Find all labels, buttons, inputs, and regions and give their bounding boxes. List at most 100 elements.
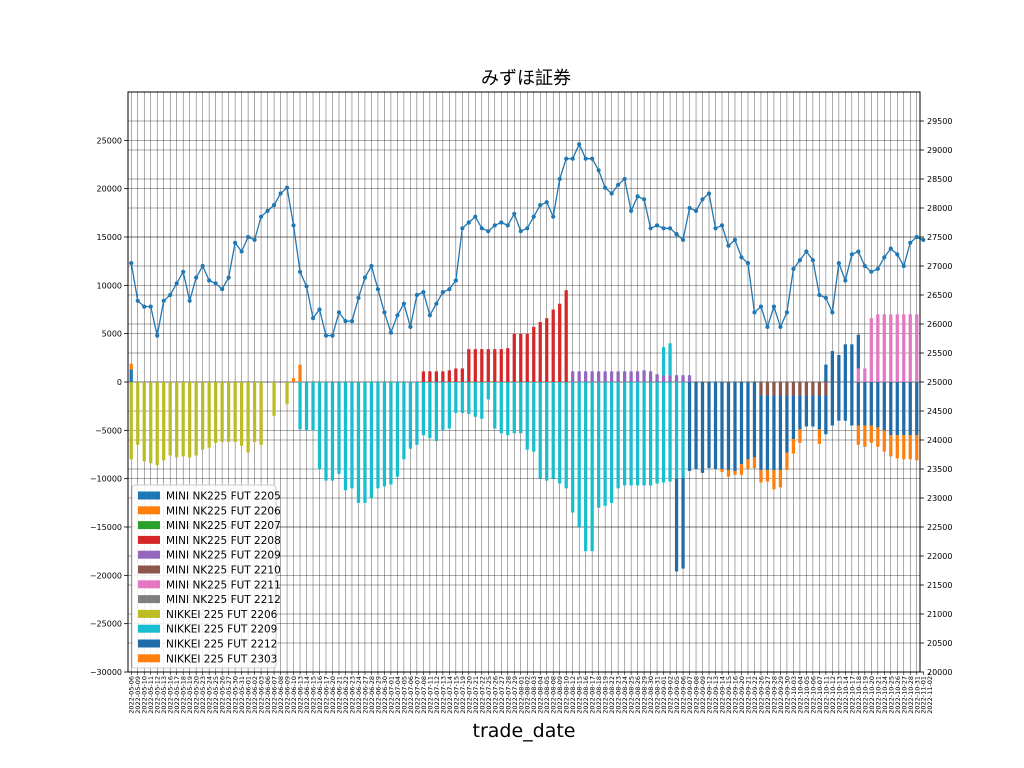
x-tick-label: 2022-06-28: [368, 676, 376, 714]
bar: [532, 382, 536, 452]
price-point: [830, 310, 835, 315]
x-tick-label: 2022-08-23: [615, 676, 623, 714]
bar: [778, 469, 783, 488]
legend-label: NIKKEI 225 FUT 2206: [166, 609, 278, 621]
bar: [506, 382, 510, 436]
legend-label: MINI NK225 FUT 2211: [166, 579, 281, 591]
x-tick-label: 2022-07-01: [387, 676, 395, 714]
bar: [525, 382, 529, 450]
bar: [837, 382, 841, 421]
bar: [869, 425, 873, 443]
x-tick-label: 2022-10-27: [900, 676, 908, 714]
x-tick-label: 2022-10-12: [829, 676, 837, 714]
bar: [506, 348, 510, 382]
bar: [681, 375, 685, 382]
x-tick-label: 2022-06-24: [355, 676, 363, 714]
bar: [655, 382, 659, 484]
bar: [493, 382, 497, 429]
x-tick-label: 2022-05-16: [167, 676, 175, 714]
price-point: [460, 226, 465, 231]
price-point: [538, 203, 543, 208]
bar: [584, 382, 588, 552]
bar: [149, 382, 153, 464]
price-point: [570, 156, 575, 161]
y-tick-label: 15000: [97, 233, 122, 242]
x-tick-label: 2022-08-08: [550, 676, 558, 714]
legend-swatch: [138, 565, 160, 574]
bar: [454, 382, 458, 413]
bar: [915, 382, 919, 436]
price-point: [667, 226, 673, 231]
bar: [389, 382, 393, 485]
x-tick-label: 2022-06-16: [316, 676, 324, 714]
x-tick-label: 2022-05-31: [238, 676, 246, 714]
price-point: [181, 269, 186, 274]
bar: [324, 382, 328, 481]
bar: [623, 371, 627, 382]
x-tick-label: 2022-11-02: [926, 676, 934, 714]
price-point: [706, 191, 712, 196]
price-point: [726, 243, 731, 248]
bar: [584, 371, 588, 382]
x-tick-label: 2022-09-20: [738, 676, 746, 714]
bar: [746, 382, 750, 460]
bar: [726, 382, 731, 470]
bar: [895, 435, 899, 459]
y2-tick-label: 27500: [927, 233, 952, 242]
y2-tick-label: 23000: [927, 494, 952, 503]
bar: [415, 382, 419, 445]
x-tick-label: 2022-07-20: [465, 676, 473, 714]
x-tick-label: 2022-10-26: [894, 676, 902, 714]
x-axis: 2022-05-062022-05-092022-05-102022-05-11…: [128, 672, 934, 714]
x-tick-label: 2022-09-27: [764, 676, 772, 714]
x-tick-label: 2022-08-29: [641, 676, 649, 714]
x-tick-label: 2022-08-09: [556, 676, 564, 714]
bar: [772, 382, 776, 396]
bar: [201, 382, 205, 450]
bar: [876, 382, 880, 428]
price-point: [784, 310, 790, 315]
x-tick-label: 2022-05-12: [154, 676, 162, 714]
price-point: [752, 310, 757, 315]
price-point: [317, 307, 322, 312]
bar: [577, 382, 581, 527]
price-point: [207, 278, 212, 283]
bar: [713, 382, 718, 469]
price-point: [375, 287, 381, 292]
x-tick-label: 2022-08-03: [530, 676, 538, 714]
bar: [408, 382, 413, 449]
price-point: [168, 292, 173, 298]
bar: [421, 371, 425, 382]
legend-label: NIKKEI 225 FUT 2209: [166, 624, 277, 636]
x-tick-label: 2022-09-06: [680, 676, 688, 714]
bar: [726, 469, 731, 477]
x-tick-label: 2022-06-23: [348, 676, 356, 714]
bar: [272, 382, 276, 416]
price-point: [791, 266, 796, 271]
y2-tick-label: 29000: [927, 146, 952, 155]
bar: [194, 382, 198, 456]
price-point: [382, 310, 387, 315]
x-tick-label: 2022-09-13: [712, 676, 720, 714]
x-tick-label: 2022-08-16: [582, 676, 590, 714]
y-axis-left: −30000 −25000 −20000 −15000 −10000 −5000 0 5000…: [90, 136, 128, 677]
price-point: [505, 223, 510, 228]
y2-tick-label: 27000: [927, 262, 952, 271]
x-tick-label: 2022-09-15: [725, 676, 733, 714]
price-point: [700, 197, 705, 202]
legend-label: MINI NK225 FUT 2206: [166, 505, 281, 517]
bar: [752, 457, 757, 469]
x-tick-label: 2022-08-15: [576, 676, 584, 714]
bar: [129, 369, 133, 382]
y2-tick-label: 25000: [927, 378, 952, 387]
bar: [778, 395, 783, 470]
bar: [551, 309, 555, 382]
bar: [499, 382, 503, 434]
y2-tick-label: 21500: [927, 581, 952, 590]
x-tick-label: 2022-05-30: [232, 676, 240, 714]
bar: [733, 382, 737, 471]
bar: [564, 382, 568, 489]
y2-tick-label: 24500: [927, 407, 952, 416]
bar: [661, 375, 666, 382]
